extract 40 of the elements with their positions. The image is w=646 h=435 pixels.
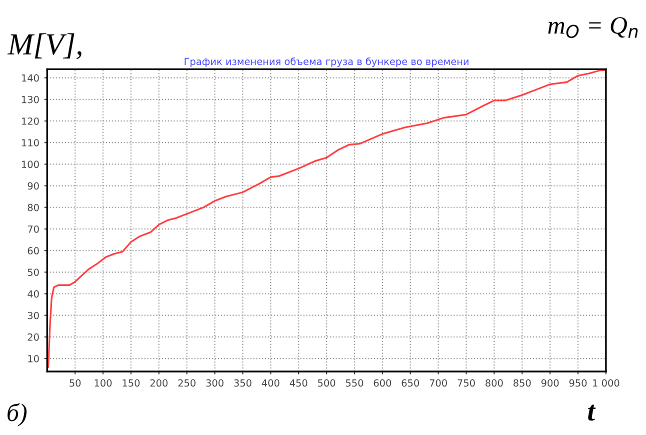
y-tick-label: 10	[28, 355, 39, 362]
y-tick-label: 140	[22, 74, 39, 82]
x-tick-label: 950	[569, 379, 587, 387]
x-axis-title: t	[588, 404, 596, 421]
x-tick-label: 400	[262, 379, 280, 387]
y-tick-label: 20	[28, 333, 39, 341]
x-tick-label: 250	[178, 379, 196, 387]
x-tick-label: 550	[346, 379, 364, 387]
x-tick-label: 800	[486, 379, 503, 387]
x-tick-label: 200	[150, 379, 168, 387]
y-tick-label: 90	[28, 182, 39, 190]
x-tick-label: 50	[70, 379, 81, 387]
y-tick-label: 60	[28, 247, 39, 254]
text: m$_{O}$ = Q$_{n}$	[548, 17, 638, 38]
x-tick-label: 1 000	[593, 379, 620, 387]
y-tick-label: 120	[22, 117, 39, 125]
line-series	[47, 69, 606, 368]
chart-title: График изменения объема груза в бункере во времени	[184, 57, 468, 68]
y-tick-label: 130	[22, 96, 39, 104]
x-tick-label: 450	[290, 379, 308, 387]
y-tick-label: 80	[28, 204, 39, 212]
y-tick-label: 100	[22, 160, 39, 168]
x-tick-label: 500	[318, 379, 336, 387]
x-tick-label: 700	[430, 379, 447, 387]
y-axis-title: M[V],	[7, 33, 82, 60]
x-tick-label: 300	[206, 379, 224, 387]
x-tick-label: 750	[458, 379, 475, 387]
y-tick-label: 30	[28, 312, 39, 320]
x-tick-label: 350	[234, 379, 252, 387]
text: б)	[8, 403, 27, 426]
x-tick-label: 100	[94, 379, 112, 387]
x-tick-label: 900	[541, 379, 559, 387]
x-tick-label: 850	[514, 379, 531, 387]
y-tick-label: 110	[22, 139, 39, 146]
y-tick-label: 40	[28, 290, 39, 298]
x-tick-label: 650	[402, 379, 420, 387]
y-tick-label: 50	[28, 268, 39, 276]
x-tick-label: 600	[374, 379, 392, 387]
y-tick-label: 70	[28, 225, 39, 233]
x-tick-label: 150	[122, 379, 140, 387]
